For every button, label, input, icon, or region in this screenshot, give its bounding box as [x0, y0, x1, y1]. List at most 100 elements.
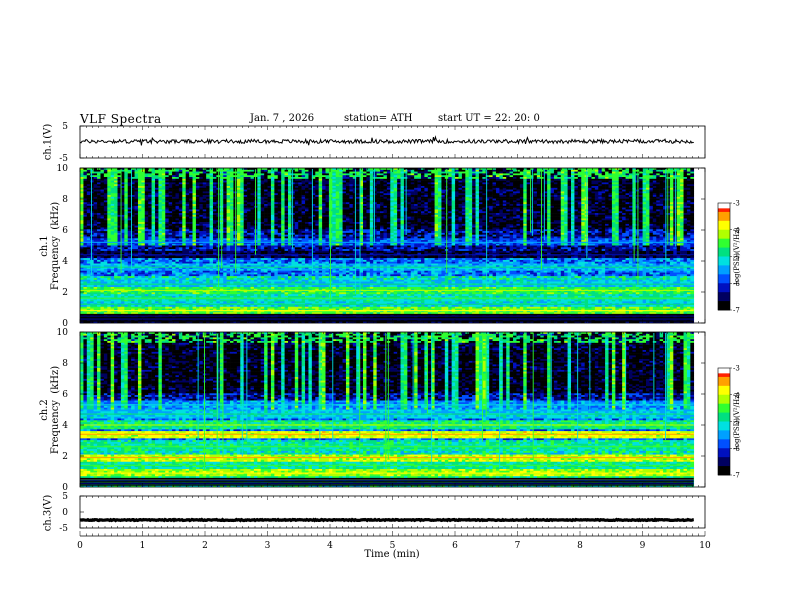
spectro-cell — [455, 191, 459, 194]
spectro-cell — [485, 205, 490, 208]
spectro-cell — [438, 211, 442, 214]
spectro-cell — [639, 193, 643, 196]
spectro-cell — [581, 209, 585, 212]
spectro-cell — [513, 211, 517, 214]
spectro-cell — [311, 177, 316, 180]
spectro-cell — [325, 189, 330, 192]
spectro-cell — [93, 209, 98, 212]
spectro-cell — [438, 177, 442, 180]
spectro-cell — [526, 209, 531, 212]
spectro-cell — [165, 193, 169, 196]
spectro-cell — [158, 211, 163, 214]
spectro-cell — [199, 213, 204, 216]
spectro-cell — [571, 205, 575, 208]
spectro-cell — [611, 205, 616, 208]
spectro-cell — [625, 213, 630, 216]
spectro-cell — [465, 204, 470, 207]
spectro-cell — [202, 168, 207, 171]
spectro-cell — [137, 204, 142, 207]
spectro-cell — [547, 193, 551, 196]
spectro-cell — [427, 198, 432, 201]
spectro-cell — [513, 173, 517, 176]
spectro-cell — [189, 191, 193, 194]
spectro-cell — [124, 205, 129, 208]
spectro-cell — [676, 198, 681, 201]
spectro-cell — [683, 198, 688, 201]
spectro-cell — [376, 184, 381, 187]
spectro-cell — [465, 184, 470, 187]
spectro-cell — [260, 189, 265, 192]
spectro-cell — [264, 182, 268, 185]
spectro-cell — [625, 202, 630, 205]
spectro-cell — [622, 175, 626, 178]
spectro-cell — [390, 205, 394, 208]
spectro-cell — [468, 184, 473, 187]
spectro-cell — [311, 193, 316, 196]
spectro-cell — [359, 198, 364, 201]
spectro-cell — [298, 205, 302, 208]
spectro-cell — [178, 198, 183, 201]
spectro-cell — [281, 200, 285, 203]
spectro-cell — [669, 196, 674, 199]
spectro-cell — [543, 196, 548, 199]
spectro-cell — [465, 193, 470, 196]
spectro-cell — [192, 168, 197, 171]
spectro-cell — [676, 193, 681, 196]
spectro-cell — [352, 184, 357, 187]
spectro-cell — [103, 180, 108, 183]
spectro-cell — [311, 173, 316, 176]
spectro-cell — [485, 184, 490, 187]
spectro-cell — [373, 180, 377, 183]
spectro-cell — [267, 195, 272, 198]
spectro-cell — [628, 202, 633, 205]
spectro-cell — [390, 193, 394, 196]
spectro-cell — [127, 168, 132, 171]
spectro-cell — [345, 184, 350, 187]
spectro-cell — [161, 186, 166, 189]
spectro-cell — [594, 178, 599, 181]
spectro-cell — [240, 195, 244, 198]
spectro-cell — [591, 204, 596, 207]
spectro-cell — [281, 189, 285, 192]
spectro-cell — [605, 184, 609, 187]
spectro-cell — [553, 169, 558, 172]
spectro-cell — [117, 189, 122, 192]
spectro-cell — [478, 204, 483, 207]
spectro-cell — [594, 195, 599, 198]
spectro-cell — [386, 175, 391, 178]
spectro-cell — [134, 189, 139, 192]
spectro-cell — [155, 177, 159, 180]
spectro-cell — [666, 182, 671, 185]
spectro-cell — [390, 207, 394, 210]
spectro-cell — [451, 187, 456, 190]
spectro-cell — [581, 187, 585, 190]
spectro-cell — [284, 175, 289, 178]
spectro-cell — [461, 211, 466, 214]
spectro-cell — [666, 178, 671, 181]
spectro-cell — [335, 177, 340, 180]
spectro-cell — [550, 213, 555, 216]
spectro-cell — [571, 211, 575, 214]
spectro-cell — [519, 184, 524, 187]
spectro-cell — [499, 191, 504, 194]
spectro-cell — [400, 205, 405, 208]
spectro-cell — [80, 189, 84, 192]
spectro-cell — [523, 173, 527, 176]
spectro-cell — [390, 175, 394, 178]
spectro-cell — [478, 177, 483, 180]
spectro-cell — [625, 191, 630, 194]
spectro-cell — [414, 187, 418, 190]
spectro-cell — [601, 168, 606, 171]
spectro-cell — [492, 178, 497, 181]
spectro-cell — [557, 173, 562, 176]
spectro-cell — [625, 211, 630, 214]
spectro-cell — [574, 173, 579, 176]
spectro-cell — [414, 202, 418, 205]
spectro-cell — [366, 178, 371, 181]
spectro-cell — [591, 184, 596, 187]
spectro-cell — [536, 186, 541, 189]
spectro-cell — [438, 207, 442, 210]
spectro-cell — [420, 196, 425, 199]
spectro-cell — [127, 214, 132, 217]
spectro-cell — [236, 198, 241, 201]
